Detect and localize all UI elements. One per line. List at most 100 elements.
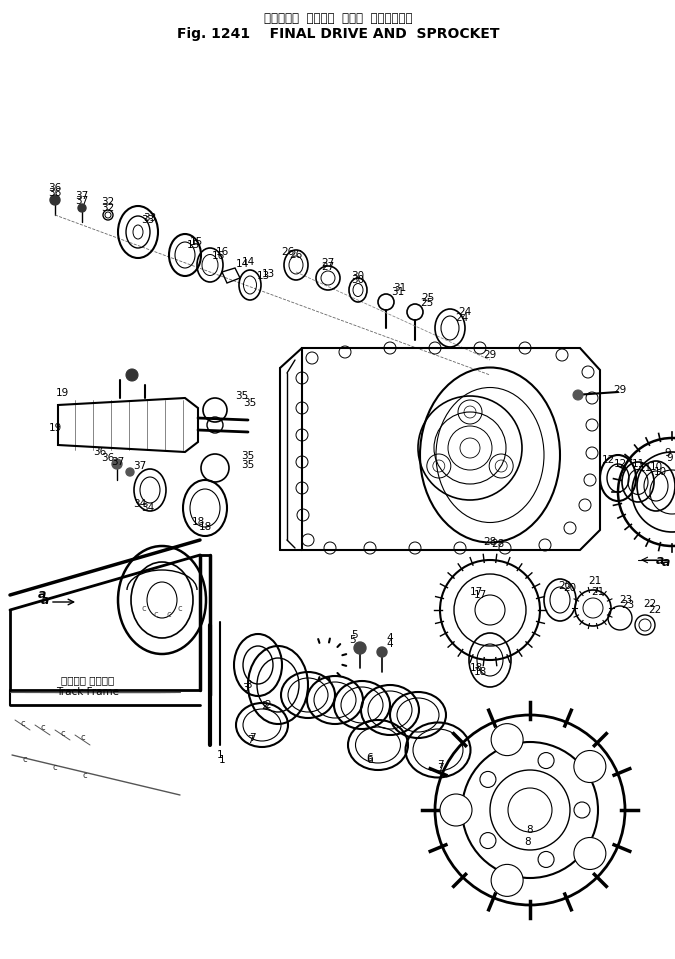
Text: c: c	[178, 604, 182, 614]
Text: 23: 23	[620, 595, 632, 605]
Circle shape	[377, 647, 387, 657]
Text: 2: 2	[265, 700, 271, 710]
Text: 30: 30	[352, 275, 364, 285]
Text: 17: 17	[473, 590, 487, 600]
Text: 20: 20	[564, 583, 576, 593]
Text: a: a	[662, 555, 670, 569]
Text: 11: 11	[631, 459, 645, 469]
Text: 7: 7	[437, 760, 443, 770]
Text: 12: 12	[614, 459, 626, 469]
Text: 10: 10	[653, 467, 666, 477]
Text: c: c	[23, 756, 27, 764]
Text: 28: 28	[491, 539, 505, 549]
Text: 22: 22	[643, 599, 657, 609]
Text: 7: 7	[248, 733, 255, 743]
Text: 35: 35	[242, 451, 254, 461]
Text: Track Frame: Track Frame	[57, 687, 119, 697]
Text: 16: 16	[215, 247, 229, 257]
Text: c: c	[21, 718, 26, 728]
Text: Fig. 1241    FINAL DRIVE AND  SPROCKET: Fig. 1241 FINAL DRIVE AND SPROCKET	[177, 27, 500, 41]
Text: 19: 19	[49, 423, 61, 433]
Text: 13: 13	[261, 269, 275, 279]
Text: 25: 25	[421, 293, 435, 303]
Text: 21: 21	[591, 587, 605, 597]
Text: 3: 3	[242, 683, 248, 693]
Text: 15: 15	[186, 240, 200, 250]
Text: 24: 24	[458, 307, 472, 317]
Text: c: c	[166, 610, 171, 619]
Text: 3: 3	[244, 680, 251, 690]
Text: 28: 28	[483, 537, 497, 547]
Text: 36: 36	[49, 188, 61, 198]
Circle shape	[112, 459, 122, 469]
Text: 24: 24	[456, 313, 468, 323]
Text: 35: 35	[236, 391, 248, 401]
Text: 31: 31	[394, 283, 406, 293]
Text: 29: 29	[483, 350, 497, 360]
Text: c: c	[61, 729, 65, 737]
Text: 36: 36	[101, 453, 115, 463]
Text: 32: 32	[101, 203, 115, 213]
Text: 34: 34	[141, 503, 155, 513]
Text: 7: 7	[437, 763, 443, 773]
Text: 18: 18	[469, 663, 483, 673]
Text: c: c	[142, 604, 146, 614]
Text: 10: 10	[649, 462, 663, 472]
Text: c: c	[81, 734, 85, 742]
Text: トラック フレーム: トラック フレーム	[61, 675, 115, 685]
Text: 21: 21	[589, 576, 601, 586]
Text: 20: 20	[558, 581, 572, 591]
Circle shape	[573, 390, 583, 400]
Text: 36: 36	[93, 447, 107, 457]
Text: 37: 37	[134, 461, 146, 471]
Text: 37: 37	[76, 191, 88, 201]
Text: 17: 17	[469, 587, 483, 597]
Text: 9: 9	[667, 453, 673, 463]
Text: 26: 26	[290, 250, 302, 260]
Text: 33: 33	[141, 215, 155, 225]
Text: 4: 4	[387, 639, 394, 649]
Text: 4: 4	[387, 633, 394, 643]
Circle shape	[354, 642, 366, 654]
Text: 35: 35	[244, 398, 256, 408]
Text: 23: 23	[622, 600, 634, 610]
Text: c: c	[40, 723, 45, 733]
Text: 37: 37	[111, 457, 125, 467]
Circle shape	[440, 794, 472, 826]
Text: 25: 25	[421, 298, 433, 308]
Circle shape	[126, 369, 138, 381]
Text: 8: 8	[524, 837, 531, 847]
Text: 34: 34	[134, 499, 146, 509]
Text: 1: 1	[219, 755, 225, 765]
Text: c: c	[153, 610, 158, 619]
Text: 13: 13	[256, 271, 269, 281]
Text: 14: 14	[242, 257, 254, 267]
Text: 30: 30	[352, 271, 364, 281]
Text: 16: 16	[211, 251, 225, 261]
Text: 11: 11	[639, 463, 651, 473]
Text: 15: 15	[190, 237, 202, 247]
Text: 1: 1	[217, 750, 223, 760]
Text: 35: 35	[242, 460, 254, 470]
Text: 12: 12	[601, 455, 615, 465]
Text: a: a	[38, 588, 46, 600]
Text: 36: 36	[49, 183, 61, 193]
Text: 33: 33	[143, 213, 157, 223]
Text: a: a	[40, 594, 49, 606]
Text: 27: 27	[321, 262, 335, 272]
Text: 6: 6	[367, 753, 373, 763]
Text: 6: 6	[367, 755, 373, 765]
Circle shape	[574, 837, 606, 870]
Text: 8: 8	[526, 825, 533, 835]
Text: 18: 18	[198, 522, 212, 532]
Text: 7: 7	[246, 735, 253, 745]
Circle shape	[574, 751, 606, 783]
Text: c: c	[53, 763, 57, 773]
Circle shape	[126, 468, 134, 476]
Text: a: a	[656, 553, 664, 567]
Text: 14: 14	[236, 259, 248, 269]
Text: 2: 2	[262, 701, 268, 711]
Text: 27: 27	[321, 258, 335, 268]
Text: 9: 9	[665, 448, 672, 458]
Text: c: c	[82, 771, 87, 781]
